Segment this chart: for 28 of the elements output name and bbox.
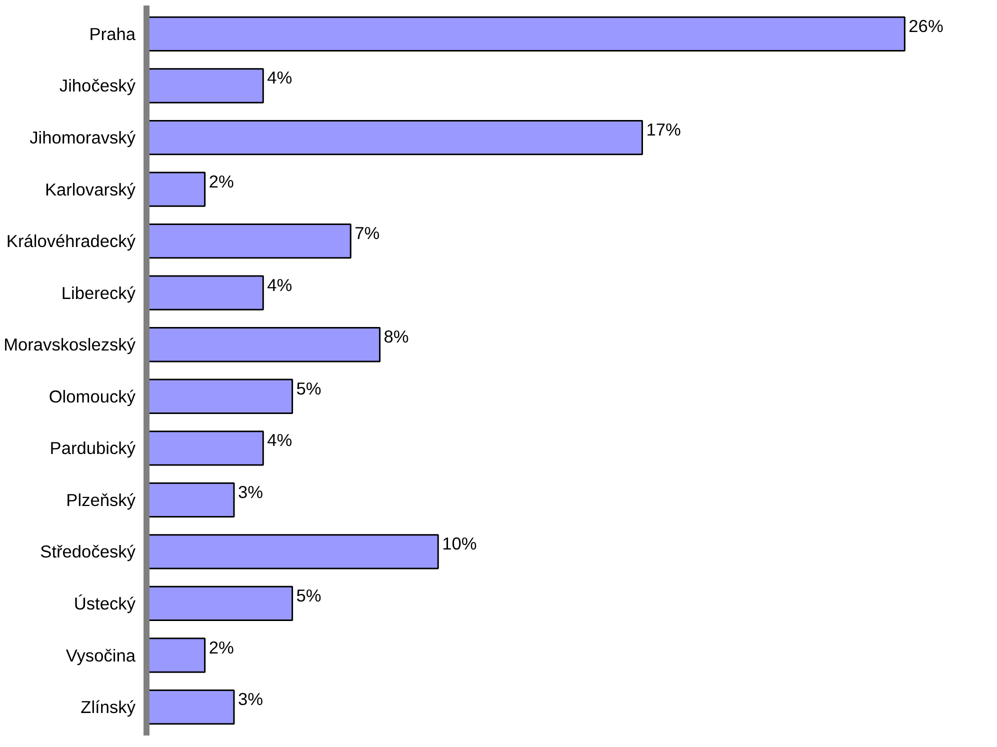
y-tick-label: Moravskoslezský [4, 334, 136, 355]
data-label: 10% [442, 534, 477, 554]
y-tick-label: Ústecký [74, 593, 136, 614]
y-tick-label: Středočeský [40, 542, 136, 562]
data-label: 3% [238, 482, 264, 502]
data-label: 5% [296, 585, 322, 606]
y-tick-label: Karlovarský [44, 179, 136, 200]
data-label: 2% [208, 637, 234, 658]
y-tick-label: Praha [89, 24, 136, 44]
data-label: 2% [208, 171, 234, 192]
data-label: 4% [267, 430, 292, 450]
y-tick-label: Jihomoravský [30, 128, 136, 148]
data-label: 17% [646, 120, 681, 140]
y-tick-label: Plzeňský [66, 490, 136, 510]
data-label: 4% [267, 68, 292, 88]
y-tick-label: Pardubický [50, 438, 136, 458]
y-tick-label: Královéhradecký [6, 231, 136, 252]
data-label: 5% [296, 378, 322, 398]
data-label: 7% [354, 223, 380, 244]
y-tick-label: Jihočeský [59, 76, 136, 96]
y-tick-label: Olomoucký [48, 386, 136, 406]
y-tick-label: Vysočina [66, 645, 136, 666]
data-label: 26% [908, 16, 944, 36]
y-tick-label: Zlínský [80, 697, 136, 718]
data-label: 4% [267, 274, 292, 295]
data-label: 8% [384, 326, 409, 347]
data-label: 3% [238, 689, 264, 710]
y-tick-label: Liberecký [61, 282, 136, 303]
